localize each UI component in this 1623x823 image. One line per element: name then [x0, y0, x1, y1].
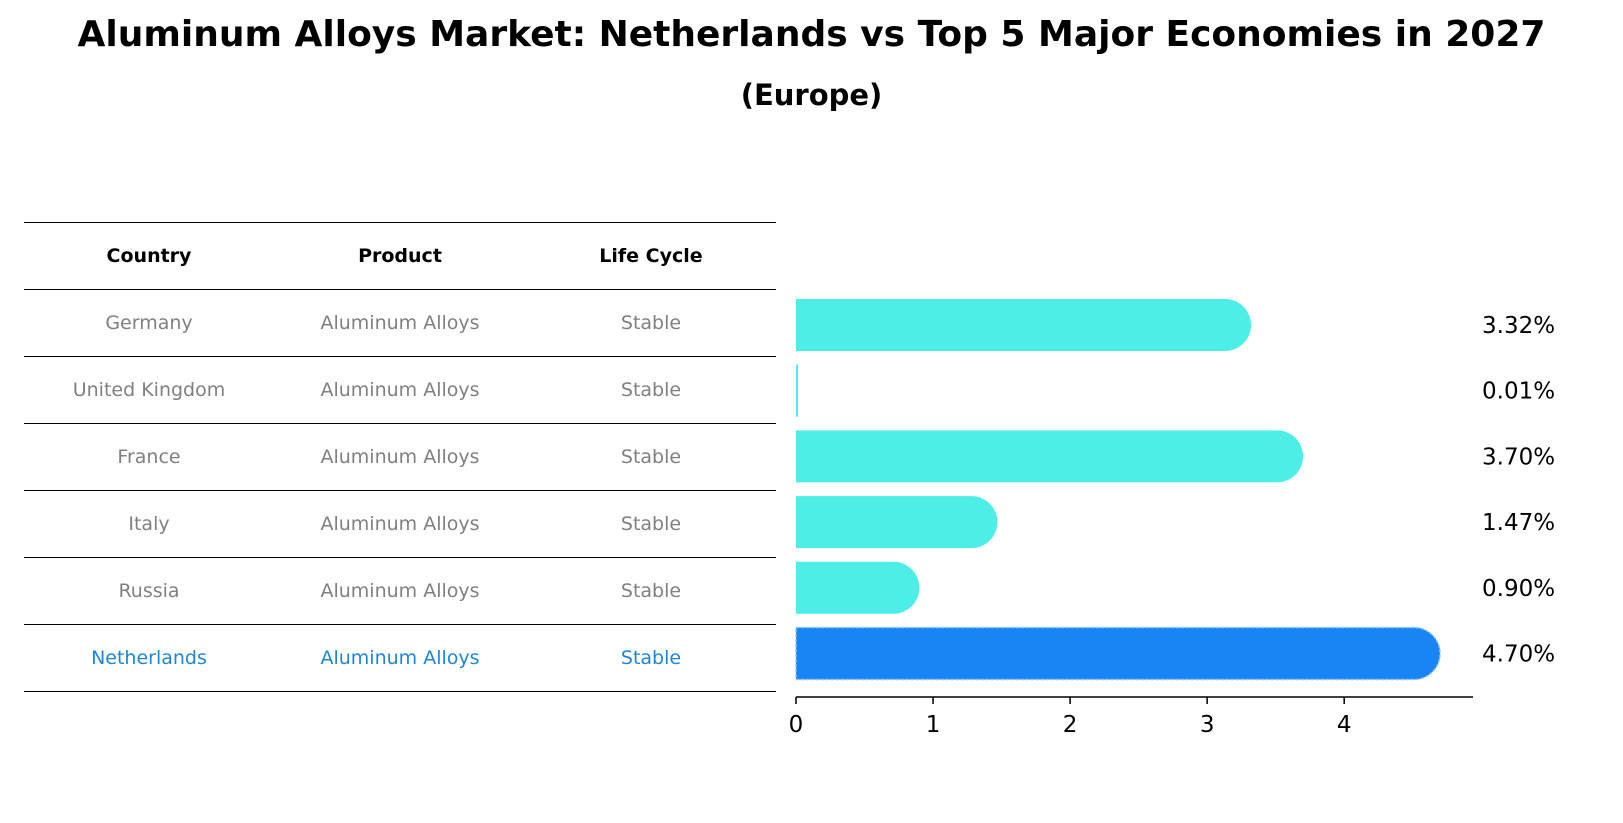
product-cell: Aluminum Alloys	[320, 312, 480, 334]
chart-subtitle: (Europe)	[740, 78, 883, 112]
bar-value-label: 3.70%	[1482, 444, 1555, 470]
bar	[795, 626, 1441, 681]
country-cell: Russia	[118, 580, 180, 602]
header-life-cycle: Life Cycle	[599, 245, 703, 267]
x-tick-label: 2	[1063, 712, 1078, 738]
life-cycle-cell: Stable	[620, 446, 682, 468]
table-row: France Aluminum Alloys Stable	[24, 423, 776, 490]
country-cell: United Kingdom	[72, 379, 226, 401]
bar-value-label: 0.01%	[1482, 379, 1555, 405]
country-cell: Italy	[128, 513, 170, 535]
table-row-highlighted: Netherlands Aluminum Alloys Stable	[24, 624, 776, 692]
table-row: Russia Aluminum Alloys Stable	[24, 557, 776, 624]
country-cell: Germany	[105, 312, 193, 334]
table-row: United Kingdom Aluminum Alloys Stable	[24, 356, 776, 423]
product-cell: Aluminum Alloys	[320, 379, 480, 401]
x-tick-label: 3	[1200, 712, 1215, 738]
country-cell: France	[117, 446, 181, 468]
product-cell: Aluminum Alloys	[320, 446, 480, 468]
bar	[796, 299, 1251, 351]
life-cycle-cell: Stable	[620, 513, 682, 535]
table-row: Italy Aluminum Alloys Stable	[24, 490, 776, 557]
bar	[796, 364, 798, 417]
bar-value-label: 0.90%	[1482, 576, 1555, 602]
data-table: Country Product Life Cycle Germany Alumi…	[24, 222, 776, 692]
bar-value-label: 3.32%	[1482, 313, 1555, 339]
header-country: Country	[106, 245, 192, 267]
x-tick-label: 1	[926, 712, 941, 738]
life-cycle-cell: Stable	[620, 647, 682, 669]
header-product: Product	[358, 245, 442, 267]
bar	[796, 561, 920, 614]
life-cycle-cell: Stable	[620, 379, 682, 401]
product-cell: Aluminum Alloys	[320, 647, 480, 669]
table-header-row: Country Product Life Cycle	[24, 222, 776, 289]
product-cell: Aluminum Alloys	[320, 513, 480, 535]
chart-title: Aluminum Alloys Market: Netherlands vs T…	[77, 14, 1546, 55]
table-row: Germany Aluminum Alloys Stable	[24, 289, 776, 356]
x-tick-label: 4	[1337, 712, 1352, 738]
bar	[796, 430, 1304, 483]
life-cycle-cell: Stable	[620, 312, 682, 334]
bar-value-label: 4.70%	[1482, 642, 1555, 668]
bar	[796, 496, 998, 549]
country-cell: Netherlands	[91, 647, 207, 669]
product-cell: Aluminum Alloys	[320, 580, 480, 602]
life-cycle-cell: Stable	[620, 580, 682, 602]
bar-value-label: 1.47%	[1482, 510, 1555, 536]
x-tick-label: 0	[789, 712, 804, 738]
